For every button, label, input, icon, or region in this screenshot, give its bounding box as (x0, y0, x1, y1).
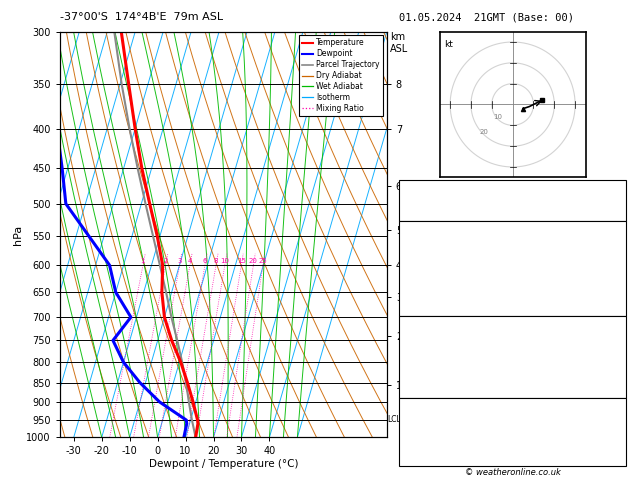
Text: 1.63: 1.63 (558, 209, 578, 218)
Text: -7: -7 (558, 414, 567, 422)
Text: 6: 6 (203, 258, 207, 264)
X-axis label: Dewpoint / Temperature (°C): Dewpoint / Temperature (°C) (148, 459, 298, 469)
Text: 24: 24 (558, 454, 569, 463)
Text: Lifted Index: Lifted Index (404, 278, 458, 286)
Text: CIN (J): CIN (J) (404, 386, 433, 395)
Text: 280°: 280° (558, 441, 579, 450)
Text: © weatheronline.co.uk: © weatheronline.co.uk (465, 468, 560, 477)
Text: 25: 25 (259, 258, 267, 264)
Text: 6: 6 (558, 278, 564, 286)
Text: CAPE (J): CAPE (J) (404, 291, 440, 300)
Text: Most Unstable: Most Unstable (476, 318, 549, 327)
Text: EH: EH (404, 414, 417, 422)
Text: Temp (°C): Temp (°C) (404, 237, 449, 245)
Text: CAPE (J): CAPE (J) (404, 373, 440, 382)
Text: 1003: 1003 (558, 332, 581, 341)
Text: LCL: LCL (387, 415, 401, 424)
Text: 3: 3 (177, 258, 182, 264)
Text: 1: 1 (141, 258, 145, 264)
Text: CIN (J): CIN (J) (404, 305, 433, 313)
Text: 2: 2 (164, 258, 168, 264)
Text: -37°00'S  174°4B'E  79m ASL: -37°00'S 174°4B'E 79m ASL (60, 12, 223, 22)
Text: 20: 20 (479, 129, 488, 135)
Text: 10: 10 (220, 258, 230, 264)
Y-axis label: hPa: hPa (13, 225, 23, 244)
Text: Lifted Index: Lifted Index (404, 359, 458, 368)
Text: Hodograph: Hodograph (484, 400, 541, 409)
Text: Totals Totals: Totals Totals (404, 196, 459, 205)
Text: 9.4: 9.4 (558, 250, 572, 259)
Text: kt: kt (444, 40, 453, 49)
Text: 20: 20 (558, 182, 569, 191)
Text: PW (cm): PW (cm) (404, 209, 442, 218)
Text: Surface: Surface (493, 223, 532, 232)
Text: 4: 4 (558, 386, 564, 395)
Text: 307: 307 (558, 264, 575, 273)
Text: 6: 6 (558, 359, 564, 368)
Text: θₑ(K): θₑ(K) (404, 264, 426, 273)
Text: StmSpd (kt): StmSpd (kt) (404, 454, 459, 463)
Text: 52: 52 (558, 291, 569, 300)
Text: Pressure (mb): Pressure (mb) (404, 332, 467, 341)
Text: 15: 15 (237, 258, 246, 264)
Text: StmDir: StmDir (404, 441, 436, 450)
Text: 43: 43 (558, 196, 569, 205)
Text: 4: 4 (558, 305, 564, 313)
Legend: Temperature, Dewpoint, Parcel Trajectory, Dry Adiabat, Wet Adiabat, Isotherm, Mi: Temperature, Dewpoint, Parcel Trajectory… (299, 35, 383, 116)
Text: 52: 52 (558, 373, 569, 382)
Text: SREH: SREH (404, 427, 429, 436)
Text: 01.05.2024  21GMT (Base: 00): 01.05.2024 21GMT (Base: 00) (399, 12, 574, 22)
Text: km: km (390, 32, 405, 42)
Text: 307: 307 (558, 346, 575, 354)
Text: 4: 4 (187, 258, 192, 264)
Text: 13.6: 13.6 (558, 237, 578, 245)
Text: ASL: ASL (390, 44, 408, 54)
Text: 28: 28 (558, 427, 569, 436)
Text: Mixing Ratio (g/kg): Mixing Ratio (g/kg) (419, 191, 428, 278)
Text: 20: 20 (249, 258, 258, 264)
Text: 10: 10 (494, 114, 503, 120)
Text: K: K (404, 182, 410, 191)
Text: Dewp (°C): Dewp (°C) (404, 250, 451, 259)
Text: 8: 8 (214, 258, 218, 264)
Text: θₑ (K): θₑ (K) (404, 346, 430, 354)
